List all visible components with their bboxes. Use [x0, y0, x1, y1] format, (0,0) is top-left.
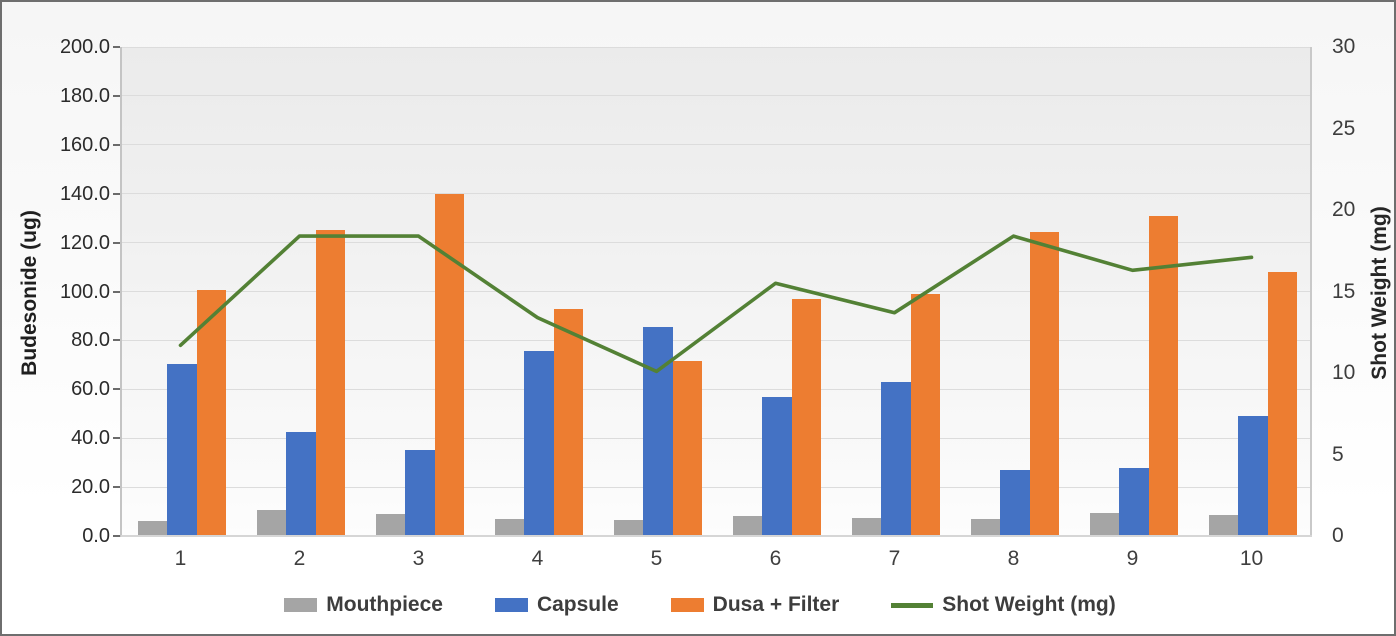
left-axis-tick-mark	[113, 46, 120, 48]
legend-label: Shot Weight (mg)	[942, 593, 1116, 616]
bar-dusa-filter-cat7	[910, 293, 940, 536]
bar-capsule-cat7	[881, 381, 911, 536]
legend-item-mouthpiece: Mouthpiece	[284, 593, 443, 617]
left-axis-tick-label: 60.0	[71, 378, 110, 401]
legend-label: Capsule	[536, 593, 619, 616]
left-axis-tick-label: 180.0	[59, 84, 110, 107]
right-axis-tick-label: 30	[1332, 35, 1356, 58]
bar-dusa-filter-cat1	[196, 290, 226, 536]
right-axis-line	[1310, 47, 1312, 537]
left-axis-tick-label: 120.0	[59, 231, 110, 254]
line-shot-weight	[178, 234, 1254, 374]
legend-swatch-shot-weight-line	[891, 602, 934, 608]
left-axis-tick-mark	[113, 388, 120, 391]
left-axis-title: Budesonide (ug)	[18, 210, 41, 376]
left-axis-tick-label: 100.0	[59, 280, 110, 303]
legend-label: Mouthpiece	[326, 593, 443, 616]
line-series-layer	[178, 234, 1254, 374]
left-axis-tick-mark	[113, 535, 120, 537]
x-axis-category-label: 6	[769, 547, 782, 570]
gridline	[121, 242, 1311, 244]
bar-mouthpiece-cat6	[732, 516, 762, 536]
left-axis-tick-label: 140.0	[59, 182, 110, 205]
x-axis-category-label: 8	[1007, 547, 1020, 570]
bar-mouthpiece-cat7	[851, 517, 881, 536]
legend-item-shot-weight: Shot Weight (mg)	[891, 593, 1116, 617]
bar-mouthpiece-cat4	[494, 518, 524, 536]
bar-mouthpiece-cat1	[137, 521, 167, 536]
right-axis-tick-label: 15	[1332, 279, 1356, 303]
bar-capsule-cat3	[405, 450, 435, 536]
x-axis-category-label: 2	[293, 547, 306, 570]
left-axis-tick-label: 80.0	[71, 329, 110, 352]
bar-mouthpiece-cat10	[1208, 515, 1238, 536]
bar-capsule-cat6	[762, 396, 792, 536]
right-axis-tick-label: 25	[1332, 116, 1356, 140]
bar-dusa-filter-cat2	[315, 230, 345, 536]
left-axis-tick-mark	[113, 241, 120, 244]
gridline	[121, 46, 1311, 48]
left-axis-tick-mark	[113, 339, 120, 342]
left-axis-tick-label: 0.0	[82, 525, 110, 547]
bar-capsule-cat4	[524, 351, 554, 536]
left-axis-tick-mark	[113, 290, 120, 293]
right-axis-title: Shot Weight (mg)	[1368, 206, 1391, 380]
gridline	[121, 339, 1311, 341]
gridline	[121, 486, 1311, 488]
right-axis-tick-label: 20	[1332, 198, 1356, 221]
gridline	[121, 388, 1311, 390]
left-axis-tick-mark	[113, 437, 120, 440]
gridline	[121, 144, 1311, 146]
left-axis-tick-mark	[113, 486, 120, 489]
bar-dusa-filter-cat5	[672, 361, 702, 536]
left-axis-line	[120, 47, 122, 537]
x-axis-category-label: 3	[412, 547, 425, 570]
gridline	[121, 437, 1311, 439]
bar-dusa-filter-cat8	[1029, 231, 1059, 536]
left-axis-tick-label: 160.0	[59, 133, 110, 156]
gridline	[121, 291, 1311, 292]
bottom-axis-line	[121, 535, 1312, 537]
legend-item-capsule: Capsule	[494, 593, 619, 617]
bar-capsule-cat10	[1238, 416, 1268, 536]
right-axis-tick-label: 10	[1332, 361, 1356, 384]
bar-capsule-cat9	[1119, 467, 1149, 536]
gridline	[121, 95, 1311, 97]
bar-capsule-cat8	[1000, 470, 1030, 536]
bar-mouthpiece-cat8	[970, 518, 1000, 536]
bar-mouthpiece-cat3	[375, 514, 405, 536]
x-axis-category-label: 4	[531, 547, 544, 570]
legend-label: Dusa + Filter	[712, 593, 840, 616]
legend-item-dusa-filter: Dusa + Filter	[670, 593, 840, 617]
bar-mouthpiece-cat9	[1089, 512, 1119, 536]
x-axis-category-label: 7	[888, 547, 901, 570]
legend-swatch-capsule	[494, 598, 528, 612]
bar-capsule-cat2	[286, 432, 316, 536]
bar-capsule-cat1	[167, 363, 197, 536]
plot-area	[121, 46, 1311, 536]
right-axis-tick-label: 5	[1332, 442, 1344, 466]
chart-legend: Mouthpiece Capsule Dusa + Filter Shot We…	[2, 587, 1396, 623]
x-axis-category-label: 1	[174, 547, 187, 570]
bar-dusa-filter-cat4	[553, 308, 583, 536]
gridline	[121, 193, 1311, 195]
bar-mouthpiece-cat2	[256, 510, 286, 536]
left-axis-tick-mark	[113, 143, 120, 146]
bar-dusa-filter-cat10	[1267, 271, 1297, 536]
x-axis-category-label: 9	[1126, 547, 1139, 570]
left-axis-tick-mark	[113, 192, 120, 195]
x-axis-category-label: 10	[1239, 547, 1264, 570]
legend-swatch-mouthpiece	[284, 598, 318, 612]
left-axis-tick-mark	[113, 94, 120, 97]
left-axis-tick-label: 20.0	[71, 476, 110, 499]
bar-mouthpiece-cat5	[613, 520, 643, 536]
legend-swatch-dusa-filter	[670, 598, 704, 612]
bar-dusa-filter-cat6	[791, 298, 821, 536]
left-axis-tick-label: 200.0	[59, 36, 110, 58]
x-axis-category-label: 5	[650, 547, 663, 570]
right-axis-tick-label: 0	[1332, 524, 1344, 547]
left-axis-tick-label: 40.0	[71, 427, 110, 450]
